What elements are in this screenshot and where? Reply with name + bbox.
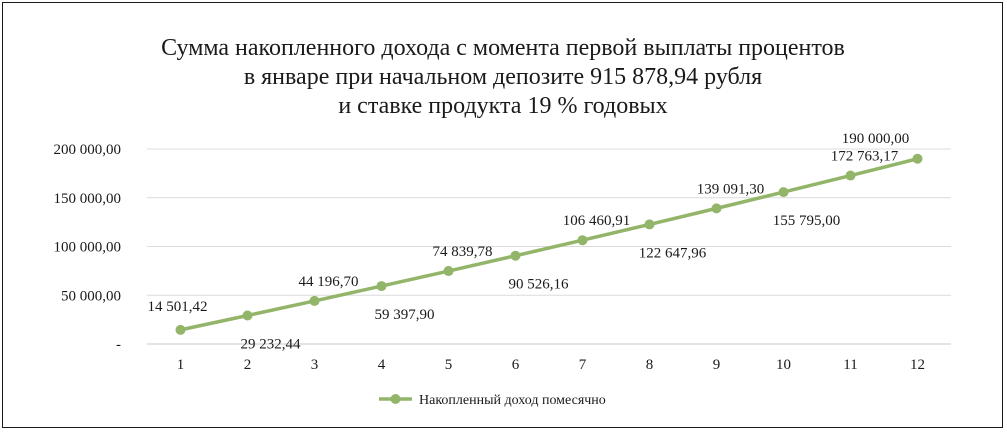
x-tick-label: 1 xyxy=(177,357,185,373)
data-label: 172 763,17 xyxy=(831,149,899,165)
line-chart: Сумма накопленного дохода с момента перв… xyxy=(54,35,951,408)
y-tick-label: 50 000,00 xyxy=(61,288,121,304)
chart-title: Сумма накопленного дохода с момента перв… xyxy=(161,35,845,119)
series-layer xyxy=(175,153,923,335)
data-point xyxy=(376,281,387,292)
y-tick-label: 100 000,00 xyxy=(54,240,122,256)
x-tick-label: 4 xyxy=(378,357,386,373)
chart-title-line-3: и ставке продукта 19 % годовых xyxy=(338,93,667,119)
x-tick-label: 9 xyxy=(713,357,721,373)
data-point xyxy=(443,266,454,277)
data-point xyxy=(644,219,655,230)
data-label: 14 501,42 xyxy=(148,299,208,315)
x-tick-label: 6 xyxy=(512,357,520,373)
data-point xyxy=(577,235,588,246)
legend-label: Накопленный доход помесячно xyxy=(419,393,606,408)
y-tick-label: 150 000,00 xyxy=(54,191,122,207)
x-axis-tick-labels: 1 2 3 4 5 6 7 8 9 10 11 12 xyxy=(177,357,925,373)
data-label: 122 647,96 xyxy=(639,245,707,261)
legend-marker xyxy=(390,394,401,404)
data-label: 106 460,91 xyxy=(563,213,631,229)
data-point xyxy=(778,187,789,198)
x-tick-label: 8 xyxy=(646,357,654,373)
data-labels: 14 501,42 29 232,44 44 196,70 59 397,90 74 8… xyxy=(148,131,910,353)
x-tick-label: 2 xyxy=(244,357,252,373)
data-label: 59 397,90 xyxy=(375,307,435,323)
x-tick-label: 5 xyxy=(445,357,453,373)
data-label: 74 839,78 xyxy=(433,244,493,260)
data-point xyxy=(309,295,320,306)
chart-title-line-1: Сумма накопленного дохода с момента перв… xyxy=(161,35,845,61)
data-point xyxy=(242,310,253,321)
legend: Накопленный доход помесячно xyxy=(379,393,606,408)
data-point xyxy=(912,153,923,164)
chart-title-line-2: в январе при начальном депозите 915 878,… xyxy=(244,64,762,90)
x-tick-label: 11 xyxy=(843,357,857,373)
x-tick-label: 12 xyxy=(910,357,925,373)
data-label: 44 196,70 xyxy=(299,274,359,290)
x-tick-label: 10 xyxy=(776,357,791,373)
data-label: 29 232,44 xyxy=(241,336,302,352)
data-point xyxy=(711,203,722,214)
data-point xyxy=(175,324,186,335)
data-point xyxy=(845,170,856,181)
x-tick-label: 3 xyxy=(311,357,319,373)
data-label: 139 091,30 xyxy=(697,181,765,197)
series-line xyxy=(178,157,920,332)
data-point xyxy=(510,250,521,261)
data-label: 190 000,00 xyxy=(842,131,910,147)
data-label: 155 795,00 xyxy=(773,213,841,229)
x-tick-label: 7 xyxy=(579,357,587,373)
data-label: 90 526,16 xyxy=(509,277,570,293)
y-tick-label: - xyxy=(116,337,121,353)
y-axis-tick-labels: - 50 000,00 100 000,00 150 000,00 200 000,00 xyxy=(54,142,122,353)
y-tick-label: 200 000,00 xyxy=(54,142,122,158)
